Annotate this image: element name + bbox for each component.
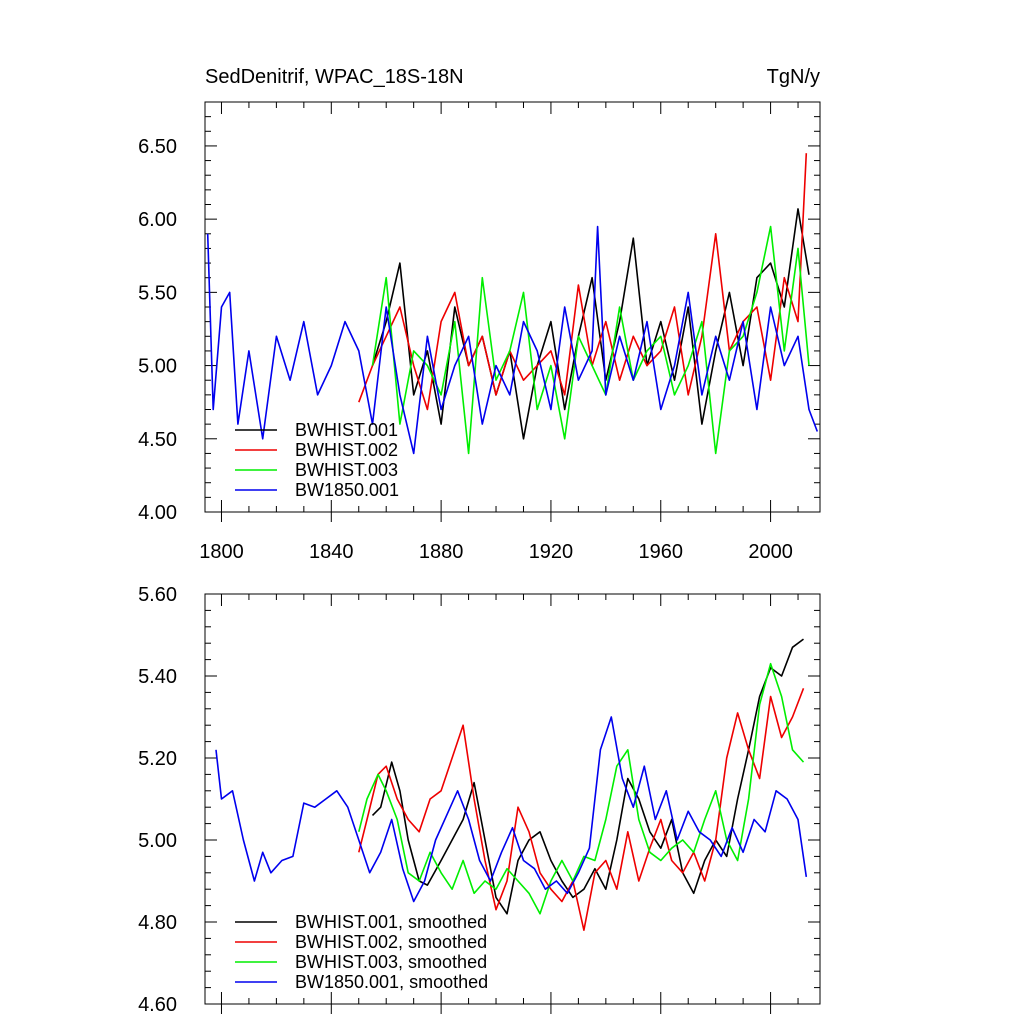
legend-label: BW1850.001, smoothed: [295, 972, 488, 992]
y-tick-label: 5.60: [138, 584, 177, 606]
y-tick-label: 5.40: [138, 666, 177, 688]
y-tick-label: 4.60: [138, 994, 177, 1016]
legend-label: BWHIST.003, smoothed: [295, 952, 487, 972]
legend-label: BWHIST.003: [295, 460, 398, 480]
series-line-bwhist-002: [358, 688, 805, 932]
legend-label: BWHIST.001: [295, 420, 398, 440]
series-line-bwhist-001: [371, 638, 804, 915]
y-tick-label: 6.50: [138, 136, 177, 158]
top-axes: 1800 1840 1880 1920 1960 2000 4.00 4.50 5.00 5.50…: [138, 101, 820, 563]
bottom-panel: 4.60 4.80 5.00 5.20 5.40 5.60 BWHIST.001, smo…: [138, 584, 821, 1016]
bottom-plot-frame: [204, 593, 821, 1005]
bottom-series-lines: [215, 638, 808, 932]
legend-label: BWHIST.001, smoothed: [295, 912, 487, 932]
y-tick-label: 5.00: [138, 356, 177, 378]
y-tick-label: 4.00: [138, 502, 177, 524]
y-tick-label: 6.00: [138, 209, 177, 231]
series-line-bwhist-003: [358, 662, 805, 915]
legend-label: BWHIST.002, smoothed: [295, 932, 487, 952]
series-line-bwhist-002: [358, 153, 808, 411]
legend-label: BW1850.001: [295, 480, 399, 500]
x-tick-label: 2000: [748, 541, 793, 563]
top-series-lines: [206, 153, 819, 455]
bottom-axes: 4.60 4.80 5.00 5.20 5.40 5.60: [138, 584, 820, 1016]
y-tick-label: 5.20: [138, 748, 177, 770]
top-chart-title: SedDenitrif, WPAC_18S-18N: [205, 66, 464, 88]
y-tick-label: 5.50: [138, 282, 177, 304]
legend-label: BWHIST.002: [295, 440, 398, 460]
y-tick-label: 4.80: [138, 912, 177, 934]
x-tick-label: 1840: [309, 541, 354, 563]
x-tick-label: 1800: [199, 541, 244, 563]
y-tick-label: 4.50: [138, 429, 177, 451]
top-panel: SedDenitrif, WPAC_18S-18N TgN/y 1800 1840…: [138, 66, 821, 563]
x-tick-label: 1960: [639, 541, 684, 563]
series-line-bw1850-001: [206, 225, 819, 455]
y-tick-label: 5.00: [138, 830, 177, 852]
series-line-bw1850-001: [215, 716, 808, 903]
x-tick-label: 1920: [529, 541, 574, 563]
x-tick-label: 1880: [419, 541, 464, 563]
top-chart-units: TgN/y: [767, 66, 820, 88]
